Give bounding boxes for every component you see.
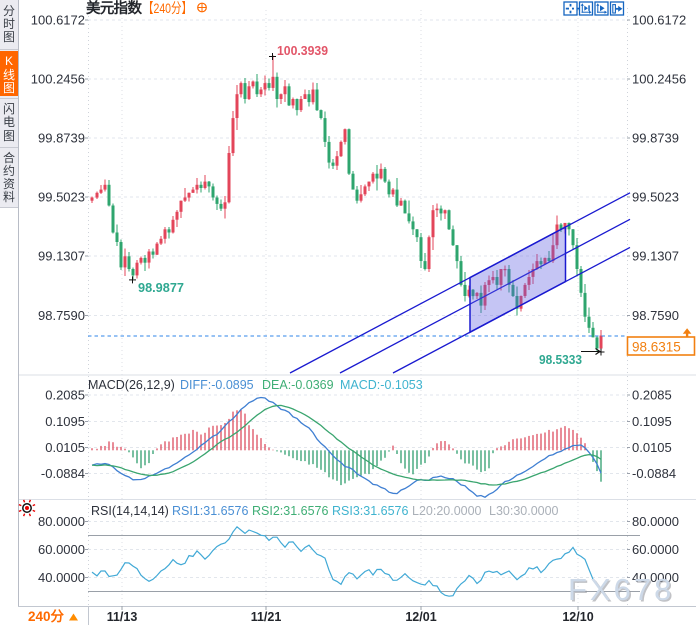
svg-text:98.6315: 98.6315	[632, 340, 681, 355]
svg-text:0.1095: 0.1095	[45, 414, 85, 429]
svg-text:40.0000: 40.0000	[632, 570, 679, 585]
svg-text:DIFF:-0.0895: DIFF:-0.0895	[180, 378, 254, 392]
svg-text:60.0000: 60.0000	[38, 542, 85, 557]
svg-text:RSI(14,14,14): RSI(14,14,14)	[91, 504, 169, 518]
svg-text:MACD(26,12,9): MACD(26,12,9)	[88, 378, 175, 392]
svg-text:99.1307: 99.1307	[38, 249, 85, 264]
svg-text:DEA:-0.0369: DEA:-0.0369	[262, 378, 334, 392]
svg-text:99.8739: 99.8739	[632, 131, 679, 146]
svg-text:RSI1:31.6576: RSI1:31.6576	[172, 504, 248, 518]
svg-text:12/01: 12/01	[405, 610, 436, 624]
svg-text:图: 图	[3, 129, 15, 143]
svg-text:98.7590: 98.7590	[632, 308, 679, 323]
svg-text:-0.0884: -0.0884	[41, 466, 85, 481]
svg-text:100.3939: 100.3939	[277, 43, 328, 58]
svg-text:100.2456: 100.2456	[632, 72, 686, 87]
svg-text:40.0000: 40.0000	[38, 570, 85, 585]
svg-text:L20:20.0000: L20:20.0000	[412, 504, 482, 518]
svg-text:100.2456: 100.2456	[31, 72, 85, 87]
svg-text:0.2085: 0.2085	[45, 388, 85, 403]
svg-text:K: K	[5, 54, 13, 68]
svg-text:80.0000: 80.0000	[632, 514, 679, 529]
svg-text:FX678: FX678	[568, 572, 674, 607]
svg-text:L30:30.0000: L30:30.0000	[489, 504, 559, 518]
svg-text:0.2085: 0.2085	[632, 388, 672, 403]
svg-text:RSI3:31.6576: RSI3:31.6576	[332, 504, 408, 518]
svg-text:【240分】: 【240分】	[143, 0, 192, 16]
svg-text:98.7590: 98.7590	[38, 308, 85, 323]
svg-text:合: 合	[3, 150, 15, 165]
svg-text:闪: 闪	[3, 102, 15, 116]
svg-text:12/10: 12/10	[562, 610, 593, 624]
svg-text:-0.0884: -0.0884	[632, 466, 676, 481]
svg-text:99.1307: 99.1307	[632, 249, 679, 264]
svg-text:0.0105: 0.0105	[45, 440, 85, 455]
svg-text:美元指数: 美元指数	[86, 0, 143, 17]
svg-text:时: 时	[3, 17, 15, 31]
svg-text:11/21: 11/21	[251, 610, 282, 624]
svg-text:MACD:-0.1053: MACD:-0.1053	[340, 378, 423, 392]
svg-text:11/13: 11/13	[107, 610, 138, 624]
svg-text:资: 资	[3, 177, 15, 191]
svg-text:0.1095: 0.1095	[632, 414, 672, 429]
svg-text:图: 图	[3, 30, 15, 44]
svg-text:电: 电	[3, 115, 15, 129]
svg-text:图: 图	[3, 81, 15, 95]
svg-text:100.6172: 100.6172	[31, 13, 85, 28]
svg-text:100.6172: 100.6172	[632, 13, 686, 28]
svg-text:98.9877: 98.9877	[138, 280, 184, 295]
svg-text:98.5333: 98.5333	[539, 352, 582, 367]
svg-text:线: 线	[3, 68, 15, 82]
svg-text:0.0105: 0.0105	[632, 440, 672, 455]
svg-text:RSI2:31.6576: RSI2:31.6576	[252, 504, 328, 518]
svg-text:60.0000: 60.0000	[632, 542, 679, 557]
svg-text:99.8739: 99.8739	[38, 131, 85, 146]
svg-text:99.5023: 99.5023	[38, 190, 85, 205]
svg-text:料: 料	[3, 190, 15, 204]
svg-text:约: 约	[3, 163, 15, 178]
svg-text:FX678: FX678	[570, 574, 676, 609]
svg-text:分: 分	[3, 4, 15, 18]
svg-text:99.5023: 99.5023	[632, 190, 679, 205]
svg-text:80.0000: 80.0000	[38, 514, 85, 529]
svg-text:240分: 240分	[28, 609, 65, 624]
